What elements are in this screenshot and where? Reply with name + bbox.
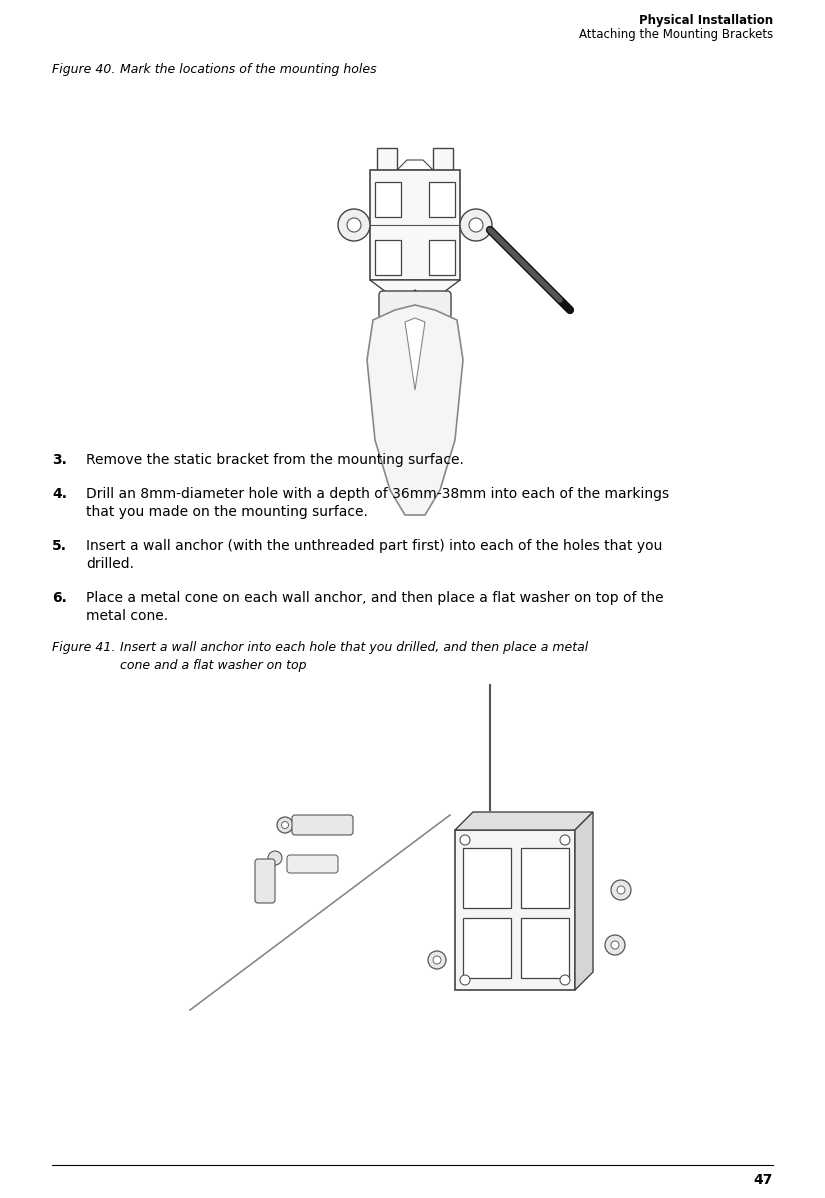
Circle shape [611, 940, 619, 949]
Polygon shape [397, 161, 433, 170]
Circle shape [338, 208, 370, 241]
Circle shape [560, 835, 570, 845]
Polygon shape [377, 149, 397, 170]
Polygon shape [455, 812, 593, 830]
Text: Attaching the Mounting Brackets: Attaching the Mounting Brackets [579, 28, 773, 41]
Text: that you made on the mounting surface.: that you made on the mounting surface. [86, 506, 368, 519]
Text: Physical Installation: Physical Installation [639, 14, 773, 28]
Circle shape [611, 881, 631, 900]
Text: drilled.: drilled. [86, 557, 134, 571]
Bar [429, 240, 455, 276]
Circle shape [428, 951, 446, 969]
Bar [521, 848, 569, 908]
Text: 47: 47 [753, 1173, 773, 1187]
Circle shape [460, 835, 470, 845]
Text: metal cone.: metal cone. [86, 609, 168, 623]
Circle shape [460, 208, 492, 241]
Polygon shape [405, 317, 425, 391]
Text: Figure 41.: Figure 41. [52, 641, 116, 654]
FancyBboxPatch shape [255, 859, 275, 903]
Circle shape [460, 975, 470, 985]
Circle shape [617, 887, 625, 894]
Text: Drill an 8mm-diameter hole with a depth of 36mm-38mm into each of the markings: Drill an 8mm-diameter hole with a depth … [86, 488, 669, 501]
Bar [521, 918, 569, 978]
Text: Figure 40.: Figure 40. [52, 63, 116, 75]
Bar [463, 918, 511, 978]
Text: cone and a flat washer on top: cone and a flat washer on top [120, 659, 307, 672]
Circle shape [605, 934, 625, 955]
Text: 3.: 3. [52, 453, 67, 467]
Text: 4.: 4. [52, 488, 67, 501]
Bar [429, 182, 455, 217]
Text: Remove the static bracket from the mounting surface.: Remove the static bracket from the mount… [86, 453, 464, 467]
Polygon shape [370, 280, 460, 298]
Circle shape [277, 817, 293, 833]
Bar [375, 182, 401, 217]
Text: Insert a wall anchor into each hole that you drilled, and then place a metal: Insert a wall anchor into each hole that… [120, 641, 588, 654]
Polygon shape [575, 812, 593, 990]
Circle shape [281, 822, 289, 829]
Circle shape [268, 851, 282, 865]
Bar [370, 170, 460, 280]
FancyBboxPatch shape [287, 855, 338, 873]
Circle shape [560, 975, 570, 985]
Polygon shape [367, 305, 463, 515]
Polygon shape [433, 149, 453, 170]
Text: Place a metal cone on each wall anchor, and then place a flat washer on top of t: Place a metal cone on each wall anchor, … [86, 591, 663, 605]
Text: Mark the locations of the mounting holes: Mark the locations of the mounting holes [120, 63, 377, 75]
Circle shape [433, 956, 441, 964]
Text: 5.: 5. [52, 539, 67, 553]
Bar [463, 848, 511, 908]
Text: 6.: 6. [52, 591, 67, 605]
FancyBboxPatch shape [292, 815, 353, 835]
Bar [455, 830, 575, 990]
Circle shape [347, 218, 361, 232]
Text: Insert a wall anchor (with the unthreaded part first) into each of the holes tha: Insert a wall anchor (with the unthreade… [86, 539, 662, 553]
FancyBboxPatch shape [379, 291, 451, 319]
Circle shape [469, 218, 483, 232]
Bar [375, 240, 401, 276]
